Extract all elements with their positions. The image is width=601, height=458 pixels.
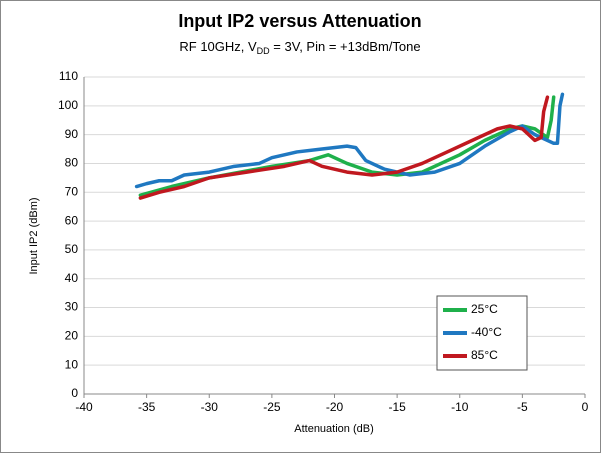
x-tick-label: -25: [263, 400, 281, 414]
x-tick-label: -10: [451, 400, 469, 414]
y-tick-label: 10: [65, 357, 79, 371]
legend-label: 85°C: [471, 348, 498, 362]
y-tick-label: 0: [71, 386, 78, 400]
y-tick-label: 60: [65, 213, 79, 227]
y-tick-label: 80: [65, 156, 79, 170]
y-tick-label: 50: [65, 242, 79, 256]
series-line: [134, 92, 565, 189]
y-axis-label: Input IP2 (dBm): [28, 197, 40, 274]
y-tick-label: 90: [65, 127, 79, 141]
subtitle-part: = 3V, Pin = +13dBm/Tone: [270, 39, 421, 54]
x-tick-label: 0: [582, 400, 589, 414]
y-tick-label: 70: [65, 184, 79, 198]
x-tick-label: -35: [138, 400, 156, 414]
y-tick-label: 20: [65, 329, 79, 343]
chart-title: Input IP2 versus Attenuation: [178, 11, 421, 31]
y-tick-label: 30: [65, 300, 79, 314]
x-tick-label: -20: [326, 400, 344, 414]
y-tick-label: 100: [58, 98, 78, 112]
x-axis-label: Attenuation (dB): [294, 423, 374, 435]
x-tick-label: -40: [75, 400, 93, 414]
x-tick-label: -5: [517, 400, 528, 414]
subtitle-subscript: DD: [257, 46, 270, 56]
y-tick-label: 40: [65, 271, 79, 285]
y-tick-label: 110: [59, 69, 78, 83]
legend-label: 25°C: [471, 302, 498, 316]
x-tick-label: -30: [201, 400, 219, 414]
chart-subtitle: RF 10GHz, VDD = 3V, Pin = +13dBm/Tone: [179, 39, 420, 56]
x-tick-label: -15: [388, 400, 406, 414]
subtitle-part: RF 10GHz, V: [179, 39, 257, 54]
series-line: [138, 95, 550, 200]
legend-label: -40°C: [471, 325, 502, 339]
